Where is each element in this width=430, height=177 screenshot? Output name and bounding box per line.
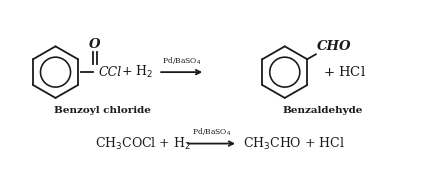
Text: Benzoyl chloride: Benzoyl chloride <box>53 106 150 115</box>
Text: $+$ HCl: $+$ HCl <box>322 65 365 79</box>
Text: Benzaldehyde: Benzaldehyde <box>282 106 362 115</box>
Text: CH$_3$CHO + HCl: CH$_3$CHO + HCl <box>243 136 344 152</box>
Text: $+$ H$_2$: $+$ H$_2$ <box>121 64 153 80</box>
Text: O: O <box>89 38 101 51</box>
Text: CH$_3$COCl + H$_2$: CH$_3$COCl + H$_2$ <box>95 136 191 152</box>
Text: Pd/BaSO$_4$: Pd/BaSO$_4$ <box>191 127 230 138</box>
Text: CHO: CHO <box>316 40 350 53</box>
Text: Pd/BaSO$_4$: Pd/BaSO$_4$ <box>162 56 201 67</box>
Text: CCl: CCl <box>98 66 121 79</box>
